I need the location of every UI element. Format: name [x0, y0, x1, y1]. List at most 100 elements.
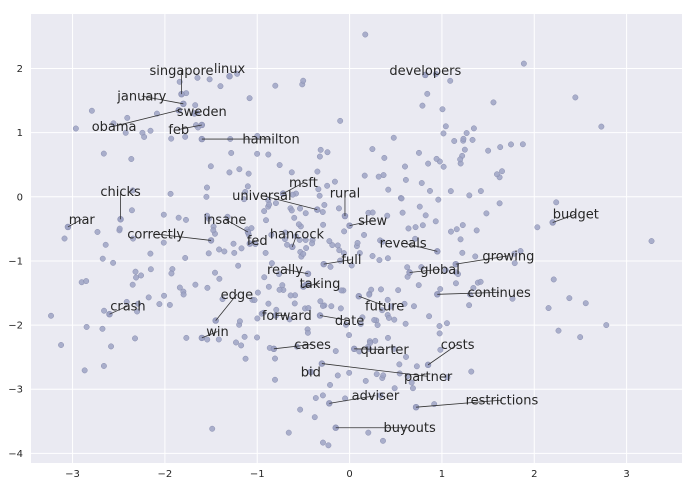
word-label-reveals: reveals [380, 236, 427, 251]
leader-line [455, 255, 509, 265]
scatter-point [332, 348, 339, 355]
scatter-point [455, 271, 461, 278]
scatter-point [365, 343, 372, 350]
leader-line [427, 344, 458, 366]
scatter-point [212, 269, 218, 276]
scatter-point [319, 303, 326, 309]
word-label-singapore: singapore [149, 64, 213, 79]
scatter-point [287, 292, 294, 299]
scatter-point [469, 136, 476, 143]
scatter-point [192, 281, 199, 288]
word-label-global: global [420, 263, 460, 278]
scatter-point [408, 379, 415, 386]
leader-line [323, 259, 352, 265]
scatter-point [315, 186, 322, 193]
scatter-point [261, 208, 268, 215]
scatter-point [598, 123, 605, 130]
scatter-point [485, 147, 492, 154]
scatter-point [447, 188, 454, 195]
scatter-point [288, 169, 295, 176]
scatter-point [566, 295, 573, 302]
scatter-point [204, 284, 211, 291]
scatter-point [300, 77, 307, 84]
scatter-point [238, 245, 245, 252]
scatter-point [442, 123, 449, 130]
scatter-point [520, 60, 527, 67]
scatter-point [94, 228, 101, 235]
leader-line [303, 283, 321, 287]
leader-line [403, 242, 438, 252]
word-label-forward: forward [262, 309, 312, 324]
scatter-point [160, 239, 167, 246]
scatter-point [369, 146, 376, 153]
scatter-point [457, 156, 464, 163]
scatter-point [303, 245, 310, 251]
scatter-point [402, 320, 409, 327]
scatter-point [182, 255, 189, 261]
scatter-point [331, 178, 338, 185]
scatter-point [260, 309, 267, 316]
scatter-point [342, 395, 349, 402]
scatter-point [324, 149, 331, 156]
scatter-point [379, 307, 386, 314]
axis-ticks: −3 −2 −1 0 1 2 3 2 1 0 −1 −2 −3 −4 [8, 64, 630, 480]
scatter-point [297, 205, 303, 212]
scatter-point [230, 240, 237, 247]
scatter-point [460, 135, 467, 142]
scatter-point [432, 70, 439, 77]
scatter-point [517, 248, 524, 254]
word-label-future: future [365, 299, 404, 314]
scatter-point [534, 224, 541, 231]
scatter-point [405, 225, 412, 232]
scatter-point [138, 272, 144, 279]
scatter-point [210, 227, 217, 234]
scatter-point [219, 296, 226, 303]
scatter-point [404, 373, 411, 380]
scatter-point [166, 301, 173, 308]
scatter-point [100, 363, 107, 369]
scatter-point [48, 312, 54, 319]
scatter-point [334, 372, 341, 379]
scatter-point [440, 163, 447, 170]
scatter-point [241, 196, 247, 203]
scatter-point [268, 231, 275, 238]
scatter-point [236, 318, 243, 325]
scatter-point [319, 392, 326, 399]
word-label-slew: slew [358, 214, 387, 229]
leader-line [249, 240, 258, 244]
scatter-point [99, 325, 106, 332]
scatter-point [61, 235, 68, 242]
scatter-point [241, 333, 248, 340]
y-tick-label: −2 [8, 321, 23, 332]
scatter-point [194, 74, 201, 81]
scatter-point [411, 303, 417, 310]
scatter-point [83, 323, 90, 330]
scatter-point [176, 78, 183, 85]
scatter-point [437, 346, 444, 353]
word-label-fed: fed [247, 234, 268, 249]
scatter-point [348, 262, 355, 269]
scatter-point [413, 363, 420, 370]
scatter-point [404, 264, 411, 271]
scatter-point [433, 155, 440, 162]
leader-line [261, 195, 318, 211]
leader-line [437, 291, 500, 295]
scatter-point [553, 199, 560, 206]
scatter-point [180, 291, 187, 298]
scatter-point [361, 231, 367, 238]
leader-line [194, 111, 202, 114]
scatter-point [354, 239, 361, 246]
scatter-point [325, 442, 332, 449]
scatter-point [288, 207, 295, 214]
scatter-point [391, 316, 398, 323]
scatter-point [385, 314, 392, 321]
scatter-point [129, 187, 136, 194]
scatter-point [168, 135, 175, 142]
scatter-point [361, 172, 368, 179]
scatter-point [336, 247, 343, 254]
scatter-point [422, 212, 429, 219]
scatter-point [437, 286, 444, 292]
scatter-point [466, 302, 473, 309]
word-label-linux: linux [214, 62, 246, 77]
scatter-point [399, 209, 406, 216]
